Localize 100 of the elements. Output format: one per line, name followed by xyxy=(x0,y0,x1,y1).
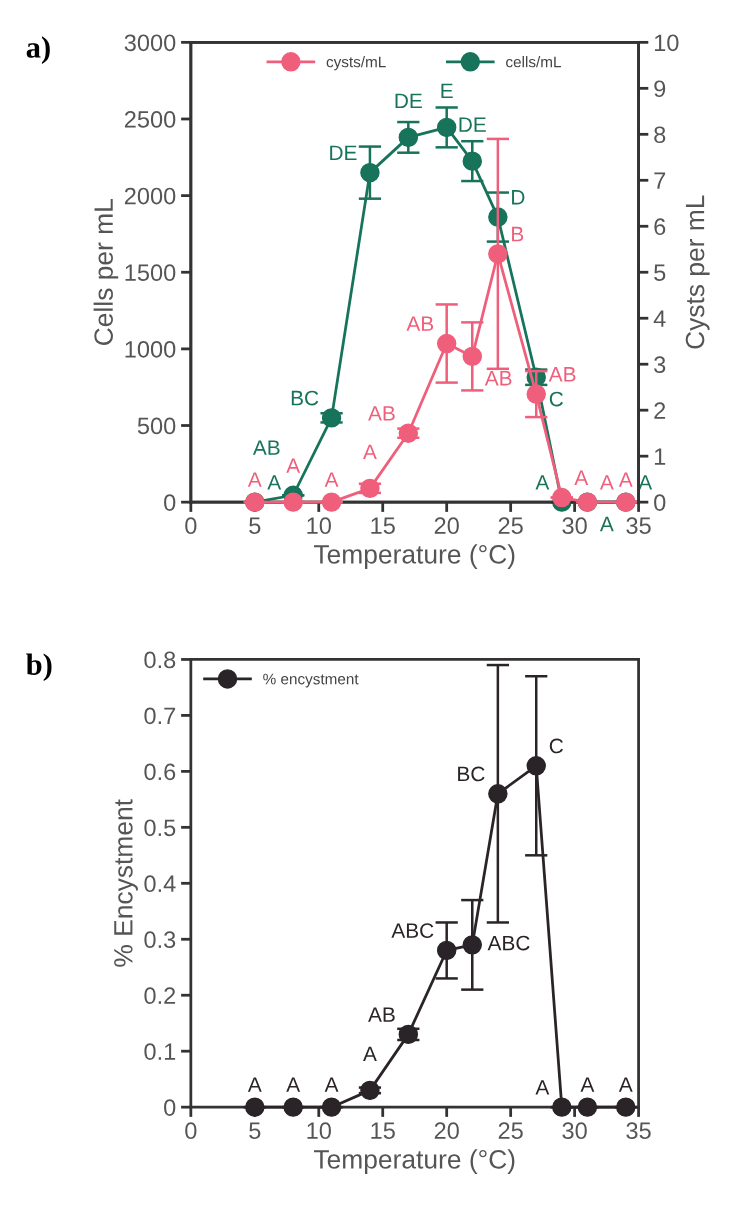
point xyxy=(283,492,303,512)
data-label: A xyxy=(574,470,589,485)
y-axis-title: % Encystment xyxy=(114,799,138,967)
point xyxy=(436,333,457,354)
data-label: A xyxy=(618,472,633,487)
point xyxy=(526,756,546,776)
point xyxy=(283,1097,303,1117)
y-tick-label: 0.4 xyxy=(144,875,176,893)
legend-label: % encystment xyxy=(263,673,359,688)
x-tick-label: 30 xyxy=(562,517,587,535)
data-label: A xyxy=(324,1077,339,1092)
data-label: A xyxy=(599,516,614,532)
point xyxy=(552,487,572,508)
point xyxy=(526,384,546,404)
point xyxy=(398,127,419,148)
point xyxy=(436,117,457,138)
point xyxy=(398,423,419,443)
data-label: A xyxy=(580,1077,595,1092)
y2-tick-label: 0 xyxy=(654,494,666,511)
x-tick-label: 20 xyxy=(434,1122,459,1140)
x-tick-label: 35 xyxy=(626,517,651,535)
y2-tick-label: 4 xyxy=(653,310,666,327)
x-axis-title: Temperature (°C) xyxy=(313,1149,515,1174)
chart-title: a) xyxy=(26,36,50,65)
data-label: A xyxy=(535,1080,550,1095)
x-tick-label: 5 xyxy=(249,1122,261,1140)
y-tick-label: 0.5 xyxy=(144,819,176,837)
y-tick-label: 2000 xyxy=(124,187,176,205)
point xyxy=(462,151,482,171)
y-axis-title: Cells per mL xyxy=(93,199,119,345)
data-label: A xyxy=(324,472,339,487)
data-label: AB xyxy=(368,406,395,421)
x-tick-label: 25 xyxy=(498,517,523,535)
data-label: B xyxy=(512,226,524,242)
data-label: A xyxy=(247,472,262,487)
data-label: A xyxy=(638,475,653,490)
y2-tick-label: 3 xyxy=(654,356,666,373)
data-label: C xyxy=(549,391,563,407)
x-tick-label: 10 xyxy=(307,1122,331,1140)
point xyxy=(360,162,380,183)
point xyxy=(245,1097,265,1117)
data-label: AB xyxy=(252,440,280,455)
x-axis-title: Temperature (°C) xyxy=(313,544,515,569)
data-label: A xyxy=(267,475,282,490)
y2-tick-label: 2 xyxy=(654,402,666,419)
data-label: AB xyxy=(406,316,434,331)
point xyxy=(360,478,380,499)
y-tick-label: 2500 xyxy=(124,111,176,128)
point xyxy=(616,1097,636,1117)
y-tick-label: 500 xyxy=(137,417,176,435)
x-tick-label: 15 xyxy=(371,517,395,535)
x-tick-label: 20 xyxy=(434,517,459,535)
y2-tick-label: 8 xyxy=(654,126,666,144)
data-label: A xyxy=(363,444,377,460)
data-label: BC xyxy=(458,766,485,782)
data-label: AB xyxy=(548,367,576,382)
point xyxy=(360,1080,380,1101)
point xyxy=(321,492,342,512)
y-tick-label: 0 xyxy=(164,494,176,511)
y-tick-label: 0.1 xyxy=(144,1043,176,1060)
point xyxy=(462,935,482,955)
point xyxy=(488,784,508,804)
point xyxy=(462,346,482,367)
data-label: A xyxy=(247,1077,262,1092)
data-label: BC xyxy=(291,390,319,406)
y2-tick-label: 7 xyxy=(654,172,666,189)
data-label: ABC xyxy=(487,935,530,951)
data-label: D xyxy=(512,190,525,205)
y-tick-label: 0.3 xyxy=(144,931,176,949)
data-label: E xyxy=(441,83,453,99)
x-tick-label: 0 xyxy=(185,1122,197,1140)
data-label: DE xyxy=(459,117,486,132)
y-tick-label: 3000 xyxy=(124,34,176,52)
data-label: A xyxy=(535,475,550,490)
point xyxy=(488,244,508,264)
data-label: C xyxy=(549,738,563,754)
x-tick-label: 5 xyxy=(249,517,261,535)
y-tick-label: 0.6 xyxy=(144,763,176,781)
x-tick-label: 0 xyxy=(185,517,197,535)
x-tick-label: 35 xyxy=(626,1122,651,1140)
y-tick-label: 1500 xyxy=(125,264,176,282)
y-tick-label: 1000 xyxy=(125,340,176,358)
y2-tick-label: 10 xyxy=(654,34,679,52)
data-label: A xyxy=(363,1046,377,1062)
chart-title: b) xyxy=(26,653,52,682)
x-tick-label: 10 xyxy=(307,517,331,535)
y-tick-label: 0.2 xyxy=(144,987,176,1005)
data-label: AB xyxy=(484,371,512,386)
data-label: ABC xyxy=(391,923,434,938)
data-label: A xyxy=(286,458,301,473)
legend-label: cysts/mL xyxy=(326,56,386,71)
data-label: DE xyxy=(330,145,357,160)
data-label: A xyxy=(599,475,614,490)
y2-tick-label: 5 xyxy=(654,264,666,282)
data-label: A xyxy=(618,1077,633,1092)
x-tick-label: 15 xyxy=(371,1122,395,1140)
point xyxy=(321,1097,342,1117)
y2-tick-label: 9 xyxy=(654,80,666,98)
data-label: DE xyxy=(395,93,422,109)
point xyxy=(436,940,457,961)
